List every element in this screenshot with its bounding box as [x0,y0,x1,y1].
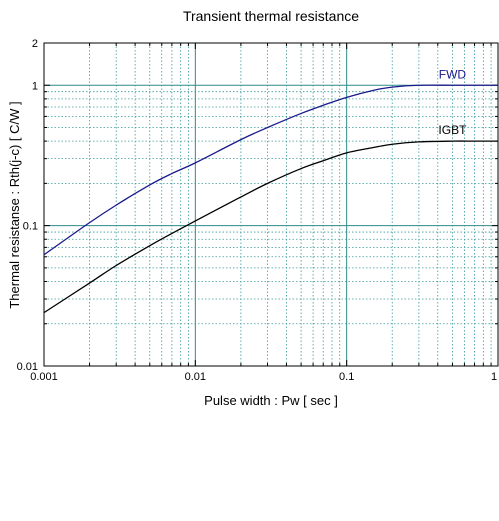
y-tick-label: 0.01 [17,361,38,373]
x-tick-labels: 0.001 0.01 0.1 1 [30,371,497,383]
x-tick-label: 0.1 [339,371,354,383]
x-axis-label: Pulse width : Pw [ sec ] [204,393,338,408]
series-labels: FWD IGBT [438,67,467,137]
x-tick-label: 1 [491,371,497,383]
y-axis-label: Thermal resistanse : Rth(j-c) [ C/W ] [7,101,22,308]
igbt-series-line [43,140,498,314]
fwd-series-line [43,84,498,256]
x-tick-label: 0.001 [30,371,58,383]
plot-area [44,43,498,366]
y-tick-label: 2 [32,38,38,50]
tick-marks [43,42,498,367]
igbt-series-label: IGBT [438,123,467,137]
x-tick-label: 0.01 [185,371,206,383]
chart-title: Transient thermal resistance [183,8,359,24]
series-layer [43,84,498,314]
y-tick-labels: 0.01 0.1 1 2 [17,38,38,373]
y-tick-label: 0.1 [23,221,38,233]
fwd-series-label: FWD [439,67,467,81]
y-tick-label: 1 [32,80,38,92]
plot-frame [43,42,499,367]
